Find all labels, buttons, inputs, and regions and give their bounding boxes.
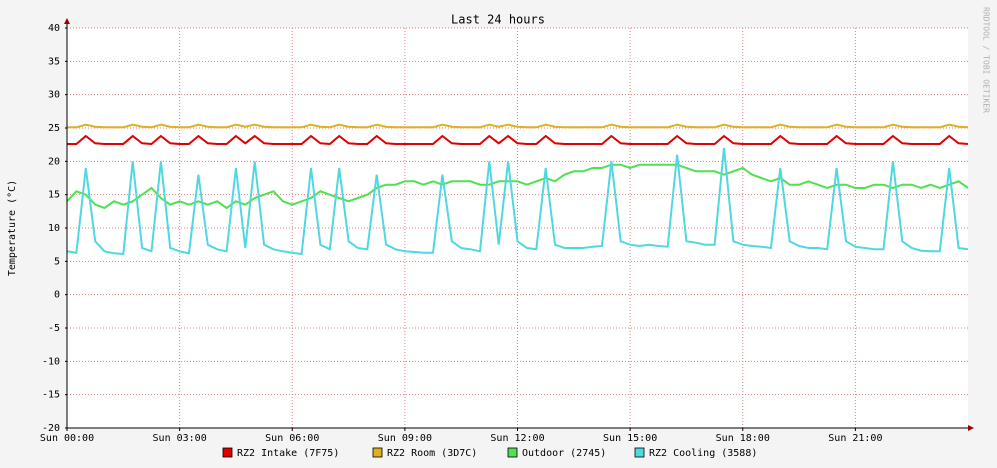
series-line <box>66 163 969 210</box>
y-tick-label: -10 <box>42 356 60 367</box>
y-tick-label: 30 <box>48 90 60 101</box>
y-tick-label: 20 <box>48 156 60 167</box>
y-tick-label: -5 <box>48 323 60 334</box>
legend: RZ2 Intake (7F75) RZ2 Room (3D7C) Outdoor … <box>222 447 757 459</box>
y-tick-label: -15 <box>42 390 60 401</box>
y-tick-label: 40 <box>48 23 60 34</box>
y-arrow <box>64 18 70 24</box>
legend-swatch <box>507 447 518 458</box>
legend-label: RZ2 Intake (7F75) <box>237 448 339 459</box>
watermark: RRDTOOL / TOBI OETIKER <box>982 7 991 113</box>
x-tick-label: Sun 00:00 <box>40 433 94 444</box>
y-tick-label: -20 <box>42 423 60 434</box>
x-tick-label: Sun 12:00 <box>490 433 544 444</box>
legend-label: Outdoor (2745) <box>522 448 606 459</box>
series-line <box>66 147 969 256</box>
legend-swatch <box>372 447 383 458</box>
x-tick-label: Sun 09:00 <box>378 433 432 444</box>
y-tick-label: 5 <box>54 256 60 267</box>
legend-swatch <box>222 447 233 458</box>
series-line <box>67 123 969 129</box>
chart-title: Last 24 hours <box>451 13 545 27</box>
legend-label: RZ2 Room (3D7C) <box>387 448 477 459</box>
y-tick-label: 10 <box>48 223 60 234</box>
x-tick-label: Sun 18:00 <box>716 433 770 444</box>
x-tick-label: Sun 21:00 <box>828 433 882 444</box>
legend-label: RZ2 Cooling (3588) <box>649 448 757 459</box>
y-tick-label: 25 <box>48 123 60 134</box>
y-tick-label: 0 <box>54 290 60 301</box>
y-tick-label: 35 <box>48 56 60 67</box>
x-tick-label: Sun 15:00 <box>603 433 657 444</box>
legend-swatch <box>634 447 645 458</box>
x-arrow <box>968 425 974 431</box>
y-axis-label: Temperature (°C) <box>7 180 18 276</box>
y-tick-label: 15 <box>48 190 60 201</box>
x-tick-label: Sun 06:00 <box>265 433 319 444</box>
series-line <box>67 134 969 146</box>
lines <box>66 123 969 256</box>
x-tick-label: Sun 03:00 <box>153 433 207 444</box>
